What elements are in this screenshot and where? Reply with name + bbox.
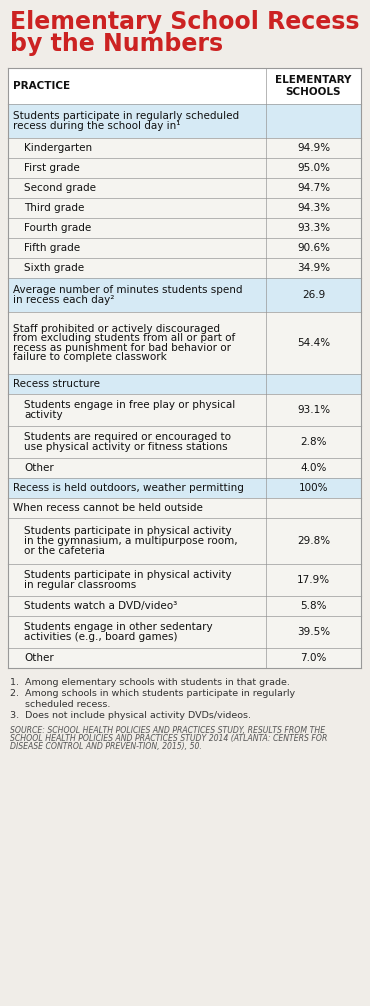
Text: Staff prohibited or actively discouraged: Staff prohibited or actively discouraged <box>13 324 220 334</box>
Text: 93.1%: 93.1% <box>297 405 330 415</box>
Text: Second grade: Second grade <box>24 183 96 193</box>
Bar <box>8 648 361 668</box>
Text: When recess cannot be held outside: When recess cannot be held outside <box>13 503 203 513</box>
Text: 94.7%: 94.7% <box>297 183 330 193</box>
Text: 95.0%: 95.0% <box>297 163 330 173</box>
Text: SCHOOL HEALTH POLICIES AND PRACTICES STUDY 2014 (ATLANTA: CENTERS FOR: SCHOOL HEALTH POLICIES AND PRACTICES STU… <box>10 734 327 743</box>
Bar <box>8 158 361 178</box>
Text: from excluding students from all or part of: from excluding students from all or part… <box>13 333 235 343</box>
Text: in regular classrooms: in regular classrooms <box>24 579 136 590</box>
Text: SOURCE: SCHOOL HEALTH POLICIES AND PRACTICES STUDY, RESULTS FROM THE: SOURCE: SCHOOL HEALTH POLICIES AND PRACT… <box>10 726 325 735</box>
Text: in the gymnasium, a multipurpose room,: in the gymnasium, a multipurpose room, <box>24 536 238 546</box>
Text: Average number of minutes students spend: Average number of minutes students spend <box>13 286 242 295</box>
Text: 94.3%: 94.3% <box>297 203 330 213</box>
Text: 4.0%: 4.0% <box>300 463 327 473</box>
Text: Third grade: Third grade <box>24 203 84 213</box>
Text: Students participate in physical activity: Students participate in physical activit… <box>24 570 232 580</box>
Bar <box>8 564 361 596</box>
Text: Elementary School Recess: Elementary School Recess <box>10 10 360 34</box>
Text: 17.9%: 17.9% <box>297 575 330 585</box>
Bar <box>8 178 361 198</box>
Text: 93.3%: 93.3% <box>297 223 330 233</box>
Bar <box>8 374 361 394</box>
Text: Students participate in regularly scheduled: Students participate in regularly schedu… <box>13 112 239 122</box>
Text: 39.5%: 39.5% <box>297 627 330 637</box>
Text: recess as punishment for bad behavior or: recess as punishment for bad behavior or <box>13 343 231 353</box>
Bar <box>8 198 361 218</box>
Text: 54.4%: 54.4% <box>297 338 330 348</box>
Text: Students are required or encouraged to: Students are required or encouraged to <box>24 433 231 443</box>
Text: Students watch a DVD/video³: Students watch a DVD/video³ <box>24 601 177 611</box>
Bar <box>8 68 361 104</box>
Text: Students participate in physical activity: Students participate in physical activit… <box>24 526 232 536</box>
Bar <box>8 596 361 616</box>
Text: 29.8%: 29.8% <box>297 536 330 546</box>
Bar <box>8 258 361 278</box>
Bar <box>8 498 361 518</box>
Text: activity: activity <box>24 409 63 420</box>
Text: Sixth grade: Sixth grade <box>24 263 84 273</box>
Text: Recess structure: Recess structure <box>13 379 100 389</box>
Bar <box>8 616 361 648</box>
Text: by the Numbers: by the Numbers <box>10 32 223 56</box>
Text: 2.8%: 2.8% <box>300 437 327 447</box>
Text: activities (e.g., board games): activities (e.g., board games) <box>24 632 178 642</box>
Text: 7.0%: 7.0% <box>300 653 327 663</box>
Text: ELEMENTARY
SCHOOLS: ELEMENTARY SCHOOLS <box>275 75 352 97</box>
Text: Recess is held outdoors, weather permitting: Recess is held outdoors, weather permitt… <box>13 483 244 493</box>
Text: Fifth grade: Fifth grade <box>24 243 80 253</box>
Text: Fourth grade: Fourth grade <box>24 223 91 233</box>
Text: 1.  Among elementary schools with students in that grade.: 1. Among elementary schools with student… <box>10 678 290 687</box>
Text: 100%: 100% <box>299 483 328 493</box>
Bar <box>8 104 361 138</box>
Text: 34.9%: 34.9% <box>297 263 330 273</box>
Text: Kindergarten: Kindergarten <box>24 143 92 153</box>
Text: Students engage in other sedentary: Students engage in other sedentary <box>24 623 213 632</box>
Bar <box>8 238 361 258</box>
Text: First grade: First grade <box>24 163 80 173</box>
Text: Students engage in free play or physical: Students engage in free play or physical <box>24 400 235 410</box>
Text: 2.  Among schools in which students participate in regularly: 2. Among schools in which students parti… <box>10 689 295 698</box>
Bar <box>8 518 361 564</box>
Bar <box>8 478 361 498</box>
Text: 5.8%: 5.8% <box>300 601 327 611</box>
Bar <box>8 278 361 312</box>
Text: recess during the school day in¹: recess during the school day in¹ <box>13 121 181 131</box>
Bar <box>8 458 361 478</box>
Text: PRACTICE: PRACTICE <box>13 81 70 91</box>
Text: or the cafeteria: or the cafeteria <box>24 545 105 555</box>
Text: 3.  Does not include physical activity DVDs/videos.: 3. Does not include physical activity DV… <box>10 711 251 720</box>
Bar <box>8 218 361 238</box>
Text: 26.9: 26.9 <box>302 290 325 300</box>
Bar <box>8 312 361 374</box>
Text: use physical activity or fitness stations: use physical activity or fitness station… <box>24 442 228 452</box>
Text: DISEASE CONTROL AND PREVEN-TION, 2015), 50.: DISEASE CONTROL AND PREVEN-TION, 2015), … <box>10 742 202 751</box>
Text: 94.9%: 94.9% <box>297 143 330 153</box>
Text: Other: Other <box>24 463 54 473</box>
Bar <box>8 138 361 158</box>
Bar <box>8 394 361 426</box>
Text: 90.6%: 90.6% <box>297 243 330 253</box>
Text: in recess each day²: in recess each day² <box>13 295 114 305</box>
Text: failure to complete classwork: failure to complete classwork <box>13 352 167 362</box>
Text: scheduled recess.: scheduled recess. <box>10 700 110 709</box>
Bar <box>8 426 361 458</box>
Text: Other: Other <box>24 653 54 663</box>
